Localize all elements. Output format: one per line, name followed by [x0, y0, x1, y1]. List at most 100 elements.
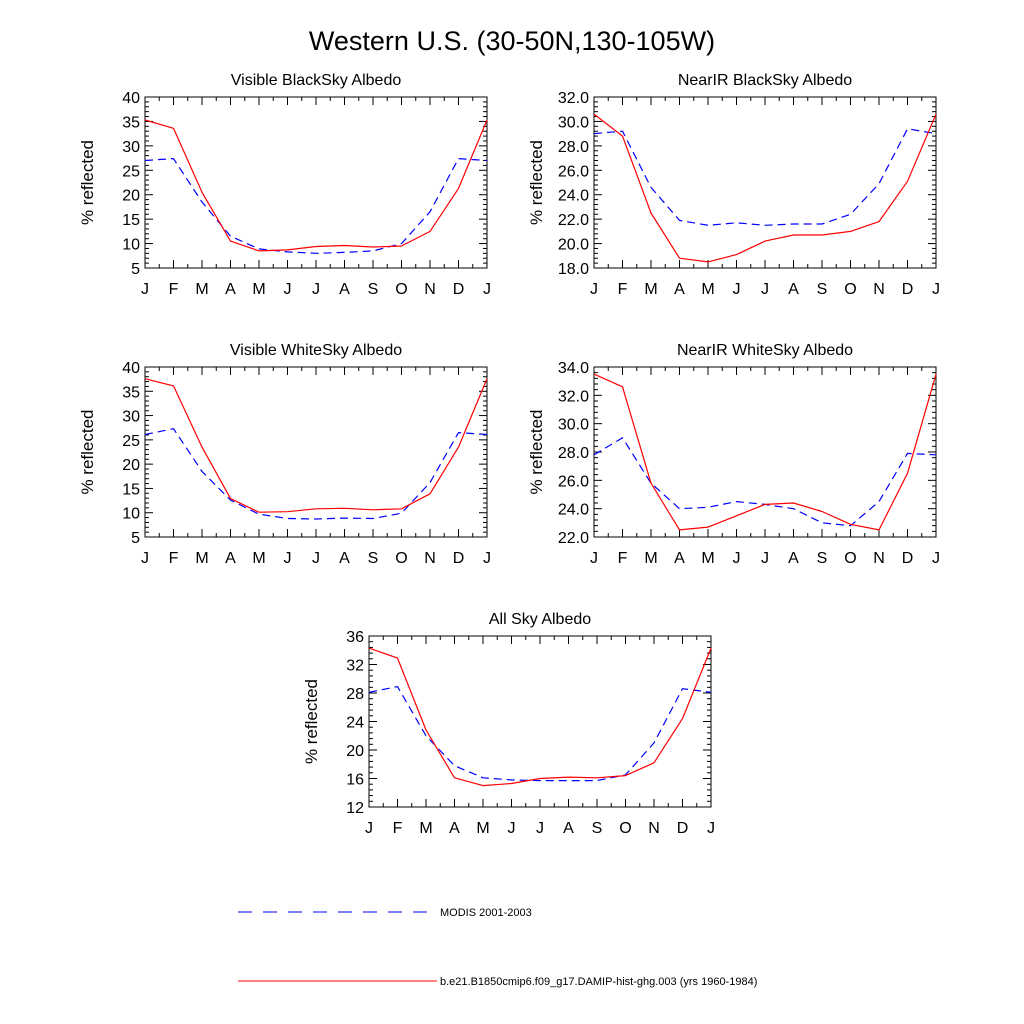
series-line-model [593, 373, 937, 531]
x-tick-label: A [339, 550, 350, 567]
y-tick-label: 20 [346, 743, 364, 760]
x-tick-label: M [252, 281, 265, 298]
x-tick-label: M [252, 550, 265, 567]
y-tick-label: 30.0 [558, 114, 589, 131]
y-tick-label: 32.0 [558, 90, 589, 107]
x-tick-label: S [368, 281, 379, 298]
series-line-model [144, 119, 488, 252]
series-line-model [144, 378, 488, 513]
y-tick-label: 26.0 [558, 473, 589, 490]
x-tick-label: O [619, 820, 631, 837]
x-tick-label: M [701, 281, 714, 298]
x-tick-label: S [368, 550, 379, 567]
y-tick-label: 24 [346, 715, 364, 732]
x-tick-label: N [648, 820, 660, 837]
y-tick-label: 10 [122, 237, 140, 254]
x-tick-label: M [419, 820, 432, 837]
x-tick-label: J [761, 550, 769, 567]
y-tick-label: 24.0 [558, 502, 589, 519]
y-tick-label: 20 [122, 457, 140, 474]
legend: MODIS 2001-2003 b.e21.B1850cmip6.f09_g17… [238, 907, 757, 988]
y-tick-label: 25 [122, 163, 140, 180]
x-tick-label: J [590, 281, 598, 298]
x-tick-label: S [817, 550, 828, 567]
plot-frame [368, 635, 712, 808]
series-line-model [593, 113, 937, 263]
y-axis-label: % reflected [302, 679, 321, 764]
y-tick-label: 36 [346, 629, 364, 646]
y-tick-label: 28 [346, 686, 364, 703]
x-tick-label: M [195, 281, 208, 298]
x-tick-label: J [312, 550, 320, 567]
y-tick-label: 20 [122, 188, 140, 205]
legend-label-model: b.e21.B1850cmip6.f09_g17.DAMIP-hist-ghg.… [440, 976, 757, 988]
y-tick-label: 35 [122, 384, 140, 401]
x-tick-label: J [707, 820, 715, 837]
x-tick-label: M [476, 820, 489, 837]
series-line-modis [144, 158, 488, 254]
x-tick-label: F [618, 281, 628, 298]
panel-title: Visible BlackSky Albedo [231, 72, 402, 89]
y-tick-label: 20.0 [558, 237, 589, 254]
x-tick-label: J [590, 550, 598, 567]
x-tick-label: D [902, 281, 914, 298]
plot-frame [144, 366, 488, 538]
x-tick-label: F [618, 550, 628, 567]
y-tick-label: 30 [122, 139, 140, 156]
x-tick-label: D [677, 820, 689, 837]
y-tick-label: 30.0 [558, 417, 589, 434]
x-tick-label: O [844, 281, 856, 298]
x-tick-label: O [395, 550, 407, 567]
x-tick-label: J [536, 820, 544, 837]
plot-frame [593, 96, 937, 269]
y-tick-label: 35 [122, 114, 140, 131]
x-tick-label: N [424, 281, 436, 298]
legend-label-modis: MODIS 2001-2003 [440, 907, 532, 919]
x-tick-label: J [284, 281, 292, 298]
x-tick-label: A [674, 550, 685, 567]
x-tick-label: N [873, 550, 885, 567]
series-line-modis [593, 128, 937, 226]
y-tick-label: 40 [122, 360, 140, 377]
series-line-modis [593, 437, 937, 527]
panel-title: All Sky Albedo [489, 611, 591, 628]
y-tick-label: 25 [122, 433, 140, 450]
y-tick-label: 26.0 [558, 163, 589, 180]
x-tick-label: J [932, 550, 940, 567]
x-tick-label: D [453, 550, 465, 567]
panel-title: Visible WhiteSky Albedo [230, 342, 402, 359]
series-line-modis [144, 428, 488, 520]
series-line-modis [368, 685, 712, 782]
x-tick-label: N [873, 281, 885, 298]
y-tick-label: 5 [131, 530, 140, 547]
y-tick-label: 40 [122, 90, 140, 107]
x-tick-label: J [141, 550, 149, 567]
figure-title: Western U.S. (30-50N,130-105W) [309, 26, 715, 56]
x-tick-label: J [733, 550, 741, 567]
x-tick-label: F [393, 820, 403, 837]
y-axis-label: % reflected [78, 409, 97, 494]
x-tick-label: D [453, 281, 465, 298]
plot-frame [593, 366, 937, 538]
x-tick-label: A [788, 550, 799, 567]
y-tick-label: 30 [122, 409, 140, 426]
y-tick-label: 15 [122, 481, 140, 498]
x-tick-label: O [395, 281, 407, 298]
x-tick-label: N [424, 550, 436, 567]
y-axis-label: % reflected [78, 140, 97, 225]
x-tick-label: J [508, 820, 516, 837]
x-tick-label: J [483, 550, 491, 567]
x-tick-label: J [365, 820, 373, 837]
x-tick-label: M [644, 281, 657, 298]
x-tick-label: F [169, 550, 179, 567]
x-tick-label: S [592, 820, 603, 837]
x-tick-label: A [563, 820, 574, 837]
x-tick-label: D [902, 550, 914, 567]
y-tick-label: 18.0 [558, 261, 589, 278]
x-tick-label: A [449, 820, 460, 837]
